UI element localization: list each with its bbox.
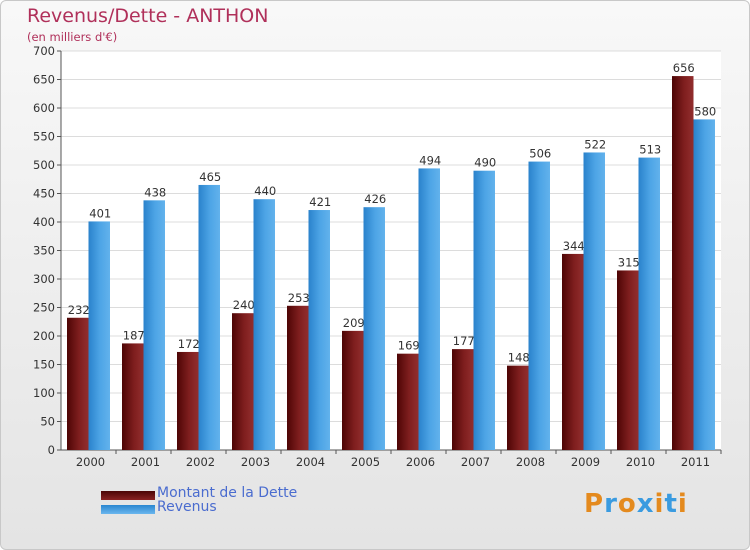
y-tick-label: 200 xyxy=(33,329,55,343)
x-tick-label: 2007 xyxy=(461,455,490,469)
bar-dette xyxy=(452,349,474,450)
bar-dette xyxy=(122,343,144,450)
bar-revenus xyxy=(198,184,220,450)
value-label-dette: 169 xyxy=(398,339,420,353)
bar-revenus xyxy=(638,157,660,450)
value-label-dette: 187 xyxy=(123,328,145,342)
legend-swatch-revenus xyxy=(101,505,155,514)
y-tick-label: 500 xyxy=(33,158,55,172)
value-label-revenus: 401 xyxy=(89,206,111,220)
x-tick-label: 2004 xyxy=(296,455,325,469)
value-label-revenus: 506 xyxy=(529,147,551,161)
legend-swatch-dette xyxy=(101,491,155,500)
value-label-revenus: 426 xyxy=(364,192,386,206)
value-label-dette: 232 xyxy=(68,303,90,317)
x-tick-label: 2000 xyxy=(76,455,105,469)
x-tick-label: 2005 xyxy=(351,455,380,469)
y-tick-label: 450 xyxy=(33,187,55,201)
bar-revenus xyxy=(363,207,385,450)
x-tick-label: 2011 xyxy=(681,455,710,469)
bar-revenus xyxy=(473,170,495,450)
value-label-revenus: 513 xyxy=(639,143,661,157)
value-label-revenus: 490 xyxy=(474,156,496,170)
x-tick-label: 2002 xyxy=(186,455,215,469)
bar-revenus xyxy=(308,210,330,450)
y-tick-label: 350 xyxy=(33,244,55,258)
y-tick-label: 100 xyxy=(33,386,55,400)
bar-dette xyxy=(672,76,694,450)
bar-revenus xyxy=(88,221,110,450)
value-label-dette: 253 xyxy=(288,291,310,305)
proxiti-logo: Proxiti xyxy=(584,489,688,519)
value-label-revenus: 465 xyxy=(199,170,221,184)
y-tick-label: 700 xyxy=(33,44,55,58)
value-label-dette: 344 xyxy=(563,239,585,253)
value-label-revenus: 440 xyxy=(254,184,276,198)
bar-revenus xyxy=(693,119,715,451)
bar-dette xyxy=(507,365,529,450)
y-tick-label: 550 xyxy=(33,130,55,144)
x-tick-label: 2010 xyxy=(626,455,655,469)
x-tick-label: 2001 xyxy=(131,455,160,469)
bar-dette xyxy=(232,313,254,450)
chart-subtitle: (en milliers d'€) xyxy=(27,30,118,44)
x-tick-label: 2008 xyxy=(516,455,545,469)
y-tick-label: 150 xyxy=(33,358,55,372)
chart-title: Revenus/Dette - ANTHON xyxy=(27,5,269,27)
value-label-dette: 172 xyxy=(178,337,200,351)
legend-label-revenus: Revenus xyxy=(157,499,217,515)
bar-dette xyxy=(67,317,89,450)
value-label-revenus: 494 xyxy=(419,153,441,167)
bar-dette xyxy=(342,330,364,450)
logo-letter: P xyxy=(584,489,605,519)
logo-letter: t xyxy=(664,489,678,519)
value-label-dette: 240 xyxy=(233,298,255,312)
value-label-dette: 656 xyxy=(673,61,695,75)
bar-revenus xyxy=(583,152,605,450)
y-tick-label: 300 xyxy=(33,272,55,286)
bar-revenus xyxy=(253,199,275,450)
value-label-dette: 177 xyxy=(453,334,475,348)
value-label-revenus: 438 xyxy=(144,185,166,199)
logo-letter: x xyxy=(636,489,655,519)
x-tick-label: 2003 xyxy=(241,455,270,469)
logo-letter: i xyxy=(654,489,665,519)
value-label-revenus: 580 xyxy=(694,104,716,118)
bar-revenus xyxy=(143,200,165,450)
x-tick-label: 2006 xyxy=(406,455,435,469)
value-label-revenus: 522 xyxy=(584,137,606,151)
value-label-dette: 209 xyxy=(343,316,365,330)
bar-dette xyxy=(397,353,419,450)
y-tick-label: 250 xyxy=(33,301,55,315)
bar-dette xyxy=(177,351,199,450)
bar-dette xyxy=(287,305,309,450)
value-label-dette: 148 xyxy=(508,351,530,365)
logo-letter: i xyxy=(677,489,688,519)
y-tick-label: 400 xyxy=(33,215,55,229)
logo-letter: o xyxy=(617,489,637,519)
y-tick-label: 650 xyxy=(33,73,55,87)
bar-revenus xyxy=(528,161,550,450)
value-label-revenus: 421 xyxy=(309,195,331,209)
logo-letter: r xyxy=(604,489,618,519)
y-tick-label: 600 xyxy=(33,101,55,115)
y-tick-label: 0 xyxy=(48,443,55,457)
legend-label-dette: Montant de la Dette xyxy=(157,485,298,501)
bar-dette xyxy=(562,253,584,450)
bar-revenus xyxy=(418,168,440,451)
x-tick-label: 2009 xyxy=(571,455,600,469)
y-tick-label: 50 xyxy=(40,415,55,429)
bar-dette xyxy=(617,270,639,450)
value-label-dette: 315 xyxy=(618,255,640,269)
